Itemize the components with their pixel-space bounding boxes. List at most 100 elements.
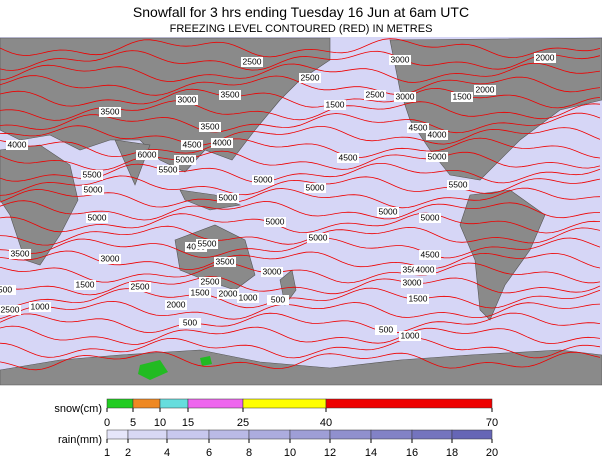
contour-label: 2500	[199, 276, 221, 287]
contour-label-box	[0, 305, 21, 315]
rain-color-segment	[411, 429, 453, 440]
contour-label-text: 2500	[243, 56, 262, 66]
rain-legend-label: rain(mm)	[58, 434, 102, 446]
contour-label-text: 1000	[239, 292, 258, 302]
contour-label: 5500	[157, 164, 179, 175]
snow-tick-label: 15	[182, 417, 194, 429]
snow-patch	[200, 356, 212, 366]
contour-label: 4500	[181, 139, 203, 150]
contour-line	[0, 175, 601, 196]
contour-label: 4500	[407, 122, 429, 133]
contour-line	[0, 38, 601, 59]
contour-label-text: 5000	[254, 174, 273, 184]
contour-label-text: 3500	[403, 264, 422, 274]
snow-tick-label: 70	[486, 417, 498, 429]
contour-label-box	[174, 155, 196, 165]
north-america	[389, 37, 602, 181]
contour-line	[0, 325, 601, 345]
snow-color-segment	[325, 398, 493, 409]
contour-label-text: 5500	[449, 179, 468, 189]
contour-label: 4500	[337, 152, 359, 163]
contour-label-text: 3500	[201, 121, 220, 131]
rain-color-segment	[166, 429, 210, 440]
contour-label-box	[377, 207, 399, 217]
contour-label-box	[219, 90, 241, 100]
rain-color-segment	[127, 429, 168, 440]
rain-tick-label: 4	[164, 447, 170, 457]
contour-label-text: 4000	[428, 129, 447, 139]
contour-label-text: 5500	[198, 238, 217, 248]
rain-color-segment	[370, 429, 413, 440]
contour-label: 3500	[219, 89, 241, 100]
contour-label-box	[419, 250, 441, 260]
contour-label-box	[389, 55, 411, 65]
contour-label-text: 5000	[266, 216, 285, 226]
contour-label-box	[474, 85, 496, 95]
contour-label-box	[304, 183, 326, 193]
contour-label-box	[211, 138, 233, 148]
contour-label-text: 4500	[421, 249, 440, 259]
contour-label: 3500	[214, 256, 236, 267]
contour-label-box	[264, 217, 286, 227]
contour-label: 2500	[241, 56, 263, 67]
contour-label: 5000	[307, 232, 329, 243]
contour-label: 500	[179, 317, 201, 328]
contour-label-box	[157, 165, 179, 175]
rain-tick-label: 2	[125, 447, 131, 457]
contour-label-text: 3000	[403, 277, 422, 287]
rain-color-segment	[208, 429, 250, 440]
contour-label: 3500	[99, 106, 121, 117]
rain-tick-label: 16	[406, 447, 418, 457]
contour-label-box	[165, 300, 187, 310]
contour-label: 2000	[217, 288, 239, 299]
contour-label-text: 3000	[101, 253, 120, 263]
contour-label-box	[189, 288, 211, 298]
contour-label-text: 1500	[409, 293, 428, 303]
contour-label-text: 2500	[131, 281, 150, 291]
contour-label: 5000	[82, 184, 104, 195]
contour-label-box	[307, 233, 329, 243]
contour-label-text: 3000	[178, 94, 197, 104]
contour-label-box	[199, 122, 221, 132]
contour-label-text: 2000	[167, 299, 186, 309]
contour-label-text: 1500	[191, 287, 210, 297]
rain-color-segment	[289, 429, 331, 440]
snow-color-segment	[132, 398, 161, 409]
contour-label: 5000	[252, 174, 274, 185]
contour-label: 1500	[189, 287, 211, 298]
contour-label-box	[447, 180, 469, 190]
contour-label: 5000	[264, 216, 286, 227]
contour-label-box	[6, 140, 28, 150]
contour-label-box	[176, 95, 198, 105]
contour-label: 3000	[99, 253, 121, 264]
contour-line	[0, 300, 601, 320]
contour-label-text: 2500	[301, 72, 320, 82]
rain-color-segment	[106, 429, 129, 440]
contour-label-box	[324, 100, 346, 110]
rain-color-segment	[248, 429, 291, 440]
contour-label: 500	[0, 284, 16, 295]
contour-label-text: 4500	[409, 122, 428, 132]
contour-label-text: 5000	[379, 206, 398, 216]
contour-label-text: 5500	[159, 164, 178, 174]
contour-label: 2000	[474, 84, 496, 95]
contour-label-text: 2500	[1, 304, 20, 314]
contour-label-box	[99, 254, 121, 264]
contour-label-box	[0, 285, 16, 295]
contour-label-box	[401, 278, 423, 288]
contour-label-text: 2000	[476, 84, 495, 94]
contour-label: 2500	[299, 72, 321, 83]
snow-color-segment	[159, 398, 189, 409]
contour-label: 5000	[426, 151, 448, 162]
contour-label: 5000	[86, 212, 108, 223]
contour-label-text: 2000	[536, 52, 555, 62]
snow-color-segment	[242, 398, 327, 409]
contour-label: 2500	[364, 89, 386, 100]
rain-tick-label: 20	[486, 447, 498, 457]
south-america	[459, 189, 546, 321]
contour-label: 4000	[414, 264, 436, 275]
contour-label-box	[534, 53, 556, 63]
contour-label-box	[74, 280, 96, 290]
contour-label-text: 5000	[88, 212, 107, 222]
